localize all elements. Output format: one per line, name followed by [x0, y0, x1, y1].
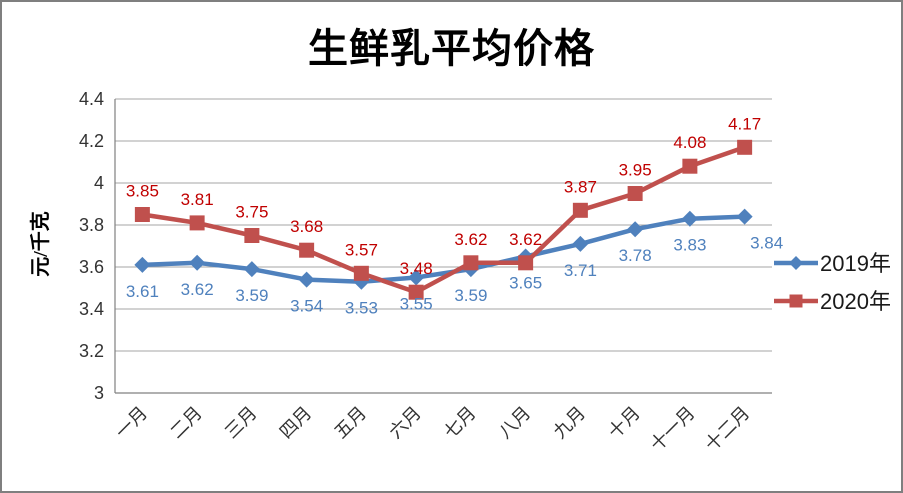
legend-label: 2019年 — [820, 251, 891, 276]
data-point-marker-square — [737, 139, 753, 155]
data-point-marker-square — [189, 215, 205, 231]
data-label: 3.71 — [564, 261, 597, 280]
data-point-marker-square — [244, 228, 260, 243]
x-tick-label: 一月 — [112, 403, 152, 443]
data-point-marker-diamond — [627, 221, 644, 238]
data-label: 3.57 — [345, 240, 378, 259]
y-tick-label: 3.4 — [79, 299, 104, 319]
y-axis-title: 元/千克 — [30, 211, 52, 277]
data-point-marker-diamond — [736, 208, 753, 225]
data-label: 3.62 — [454, 230, 487, 249]
data-point-marker-diamond — [243, 261, 260, 278]
x-tick-label: 二月 — [166, 403, 206, 443]
data-label: 4.08 — [673, 133, 706, 152]
data-label: 4.17 — [728, 114, 761, 133]
y-tick-label: 3.2 — [79, 341, 104, 361]
y-tick-label: 3.8 — [79, 215, 104, 235]
data-label: 3.87 — [564, 177, 597, 196]
data-label: 3.61 — [126, 282, 159, 301]
data-point-marker-diamond — [681, 210, 698, 227]
chart-title: 生鲜乳平均价格 — [308, 26, 595, 71]
y-tick-label: 4.4 — [79, 89, 104, 109]
x-tick-label: 十二月 — [701, 403, 753, 455]
data-point-marker-diamond — [134, 256, 151, 273]
series-line-2019 — [142, 214, 745, 284]
data-label: 3.65 — [509, 274, 542, 293]
data-point-marker-square — [682, 158, 698, 174]
x-tick-label: 六月 — [385, 403, 425, 443]
data-label: 3.75 — [235, 203, 268, 222]
data-label: 3.62 — [509, 230, 542, 249]
data-point-marker-diamond — [789, 256, 803, 270]
y-tick-label: 4.2 — [79, 131, 104, 151]
data-label: 3.85 — [126, 182, 159, 201]
y-tick-label: 3 — [94, 383, 104, 403]
data-label: 3.55 — [400, 295, 433, 314]
data-label: 3.59 — [454, 286, 487, 305]
data-point-marker-square — [299, 242, 315, 258]
data-label: 3.83 — [673, 236, 706, 255]
data-point-marker-diamond — [572, 235, 589, 252]
data-point-marker-diamond — [189, 254, 206, 271]
data-point-marker-diamond — [298, 271, 315, 288]
data-label: 3.68 — [290, 217, 323, 236]
data-point-marker-diamond — [408, 269, 425, 286]
data-label: 3.81 — [181, 190, 214, 209]
x-tick-label: 五月 — [331, 403, 371, 443]
data-point-marker-square — [463, 255, 479, 271]
x-tick-label: 九月 — [550, 403, 590, 443]
x-tick-label: 十一月 — [646, 403, 698, 455]
data-label: 3.48 — [400, 259, 433, 278]
series-line-2020 — [142, 145, 746, 295]
data-point-marker-square — [518, 255, 534, 271]
data-point-marker-square — [789, 294, 803, 308]
x-tick-label: 三月 — [221, 403, 261, 443]
data-point-marker-square — [572, 202, 588, 218]
data-label: 3.95 — [619, 161, 652, 180]
x-tick-label: 四月 — [276, 403, 316, 443]
data-point-marker-square — [353, 265, 369, 281]
data-label: 3.54 — [290, 297, 323, 316]
data-point-marker-square — [627, 186, 643, 201]
y-tick-label: 4 — [94, 173, 104, 193]
data-point-marker-square — [134, 207, 150, 222]
data-label: 3.59 — [235, 286, 268, 305]
data-point-marker-square — [408, 284, 424, 300]
legend-label: 2020年 — [820, 289, 891, 314]
data-label: 3.53 — [345, 299, 378, 318]
y-tick-label: 3.6 — [79, 257, 104, 277]
x-tick-label: 八月 — [495, 403, 535, 443]
data-label: 3.62 — [181, 280, 214, 299]
data-label: 3.84 — [750, 234, 783, 253]
x-tick-label: 十月 — [604, 403, 644, 443]
data-label: 3.78 — [619, 246, 652, 265]
x-tick-label: 七月 — [440, 403, 480, 443]
